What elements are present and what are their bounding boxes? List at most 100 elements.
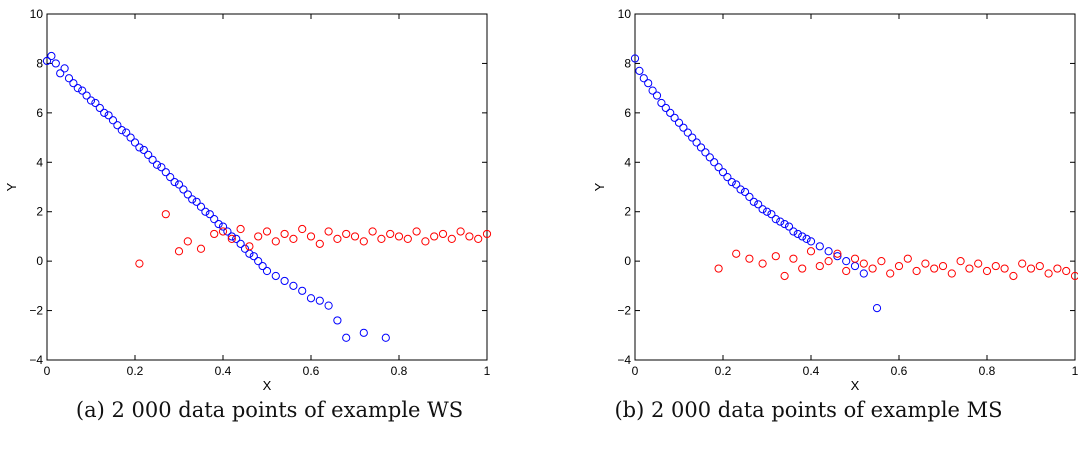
data-point bbox=[350, 232, 360, 241]
series-1 bbox=[135, 210, 492, 268]
data-point bbox=[342, 333, 351, 342]
data-point bbox=[412, 227, 421, 236]
data-point bbox=[833, 249, 842, 258]
data-point bbox=[421, 237, 430, 246]
data-point bbox=[732, 249, 741, 258]
data-point bbox=[842, 257, 851, 266]
data-point bbox=[227, 232, 236, 241]
data-point bbox=[630, 54, 640, 63]
scatter-plot-b: 0 0.2 0.4 0.6 0.8 1 −4 −2 0 2 4 6 8 10 X Y bbox=[592, 7, 1078, 393]
series-0 bbox=[42, 51, 390, 342]
data-point bbox=[183, 190, 192, 199]
data-point bbox=[271, 271, 280, 281]
data-point bbox=[333, 234, 342, 243]
data-point bbox=[245, 242, 254, 251]
data-point bbox=[639, 74, 648, 83]
data-point bbox=[974, 259, 983, 268]
y-tick-label: 6 bbox=[624, 106, 631, 120]
data-point bbox=[271, 237, 280, 246]
data-point bbox=[474, 234, 483, 243]
data-point bbox=[644, 79, 653, 88]
data-point bbox=[174, 180, 184, 189]
data-point bbox=[732, 180, 741, 189]
x-tick-label: 0.6 bbox=[891, 364, 908, 378]
data-point bbox=[692, 138, 701, 147]
data-point bbox=[859, 259, 868, 268]
data-point bbox=[201, 207, 210, 216]
data-point bbox=[1070, 271, 1078, 281]
data-point bbox=[877, 257, 886, 266]
y-tick-label: 0 bbox=[624, 254, 631, 268]
data-point bbox=[780, 219, 789, 229]
x-tick-label: 0.8 bbox=[979, 364, 996, 378]
data-point bbox=[1062, 266, 1071, 276]
data-point bbox=[170, 177, 179, 187]
data-point bbox=[789, 254, 798, 263]
data-point bbox=[1044, 269, 1053, 278]
chart-panel-a: 0 0.2 0.4 0.6 0.8 1 −4 −2 0 2 4 6 8 10 X Y (a) 2 000 da… bbox=[4, 7, 492, 422]
data-point bbox=[232, 234, 241, 243]
data-point bbox=[174, 247, 184, 256]
data-point bbox=[758, 259, 767, 268]
data-point bbox=[762, 207, 772, 216]
data-point bbox=[745, 192, 754, 201]
data-point bbox=[117, 126, 126, 135]
data-point bbox=[254, 232, 263, 241]
data-point bbox=[798, 232, 807, 241]
x-tick-label: 0.4 bbox=[803, 364, 820, 378]
data-point bbox=[718, 168, 728, 177]
data-point bbox=[802, 234, 811, 243]
data-point bbox=[394, 232, 404, 241]
data-point bbox=[938, 261, 948, 271]
data-point bbox=[956, 257, 965, 266]
data-point bbox=[991, 261, 1000, 271]
data-point bbox=[842, 266, 851, 276]
x-axis-label: X bbox=[263, 378, 272, 393]
y-tick-label: −2 bbox=[29, 304, 43, 318]
data-point bbox=[771, 215, 780, 224]
data-point bbox=[705, 153, 714, 162]
data-point bbox=[289, 234, 298, 243]
data-point bbox=[850, 261, 860, 271]
x-tick-label: 0 bbox=[632, 364, 639, 378]
data-point bbox=[438, 229, 448, 239]
x-tick-label: 0.6 bbox=[303, 364, 320, 378]
data-point bbox=[465, 232, 474, 241]
caption-b: (b) 2 000 data points of example MS bbox=[614, 398, 1003, 422]
data-point bbox=[894, 261, 904, 271]
data-point bbox=[758, 205, 767, 214]
data-point bbox=[377, 234, 386, 243]
data-point bbox=[192, 197, 201, 206]
y-tick-label: −4 bbox=[29, 353, 43, 367]
data-point bbox=[657, 98, 666, 108]
data-point bbox=[148, 155, 157, 164]
data-point bbox=[771, 252, 780, 261]
data-point bbox=[218, 222, 228, 231]
data-point bbox=[679, 123, 688, 132]
x-tick-label: 1 bbox=[1072, 364, 1078, 378]
y-tick-label: 4 bbox=[624, 155, 631, 169]
data-point bbox=[86, 96, 96, 105]
x-tick-label: 1 bbox=[484, 364, 491, 378]
data-point bbox=[670, 113, 679, 122]
chart-panel-b: 0 0.2 0.4 0.6 0.8 1 −4 −2 0 2 4 6 8 10 X Y (b) 2 000 da… bbox=[539, 0, 1078, 451]
data-point bbox=[64, 74, 74, 83]
data-point bbox=[635, 66, 644, 75]
data-point bbox=[1035, 261, 1044, 271]
x-tick-label: 0.4 bbox=[215, 364, 232, 378]
data-point bbox=[315, 239, 324, 248]
data-point bbox=[183, 237, 192, 246]
data-point bbox=[776, 217, 785, 226]
data-point bbox=[666, 108, 675, 117]
data-point bbox=[921, 259, 930, 268]
data-point bbox=[166, 173, 175, 182]
data-point bbox=[108, 116, 118, 125]
data-point bbox=[157, 163, 166, 172]
data-point bbox=[447, 234, 456, 243]
data-point bbox=[42, 56, 52, 66]
data-point bbox=[135, 259, 144, 268]
data-point bbox=[886, 269, 895, 278]
data-point bbox=[648, 86, 657, 95]
data-point bbox=[249, 252, 258, 261]
data-point bbox=[280, 276, 289, 286]
